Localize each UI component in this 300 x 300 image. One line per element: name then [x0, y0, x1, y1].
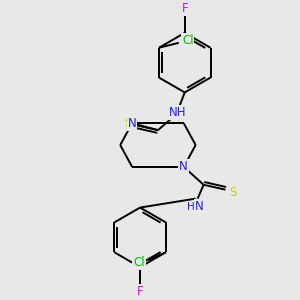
Text: N: N	[179, 160, 188, 173]
Text: Cl: Cl	[182, 34, 194, 47]
Text: F: F	[182, 2, 188, 15]
Text: F: F	[137, 285, 143, 298]
Text: N: N	[128, 117, 136, 130]
Text: NH: NH	[169, 106, 187, 119]
Text: S: S	[230, 186, 237, 199]
Text: N: N	[195, 200, 204, 213]
Text: Cl: Cl	[133, 256, 145, 269]
Text: H: H	[187, 202, 195, 212]
Text: S: S	[124, 117, 132, 130]
